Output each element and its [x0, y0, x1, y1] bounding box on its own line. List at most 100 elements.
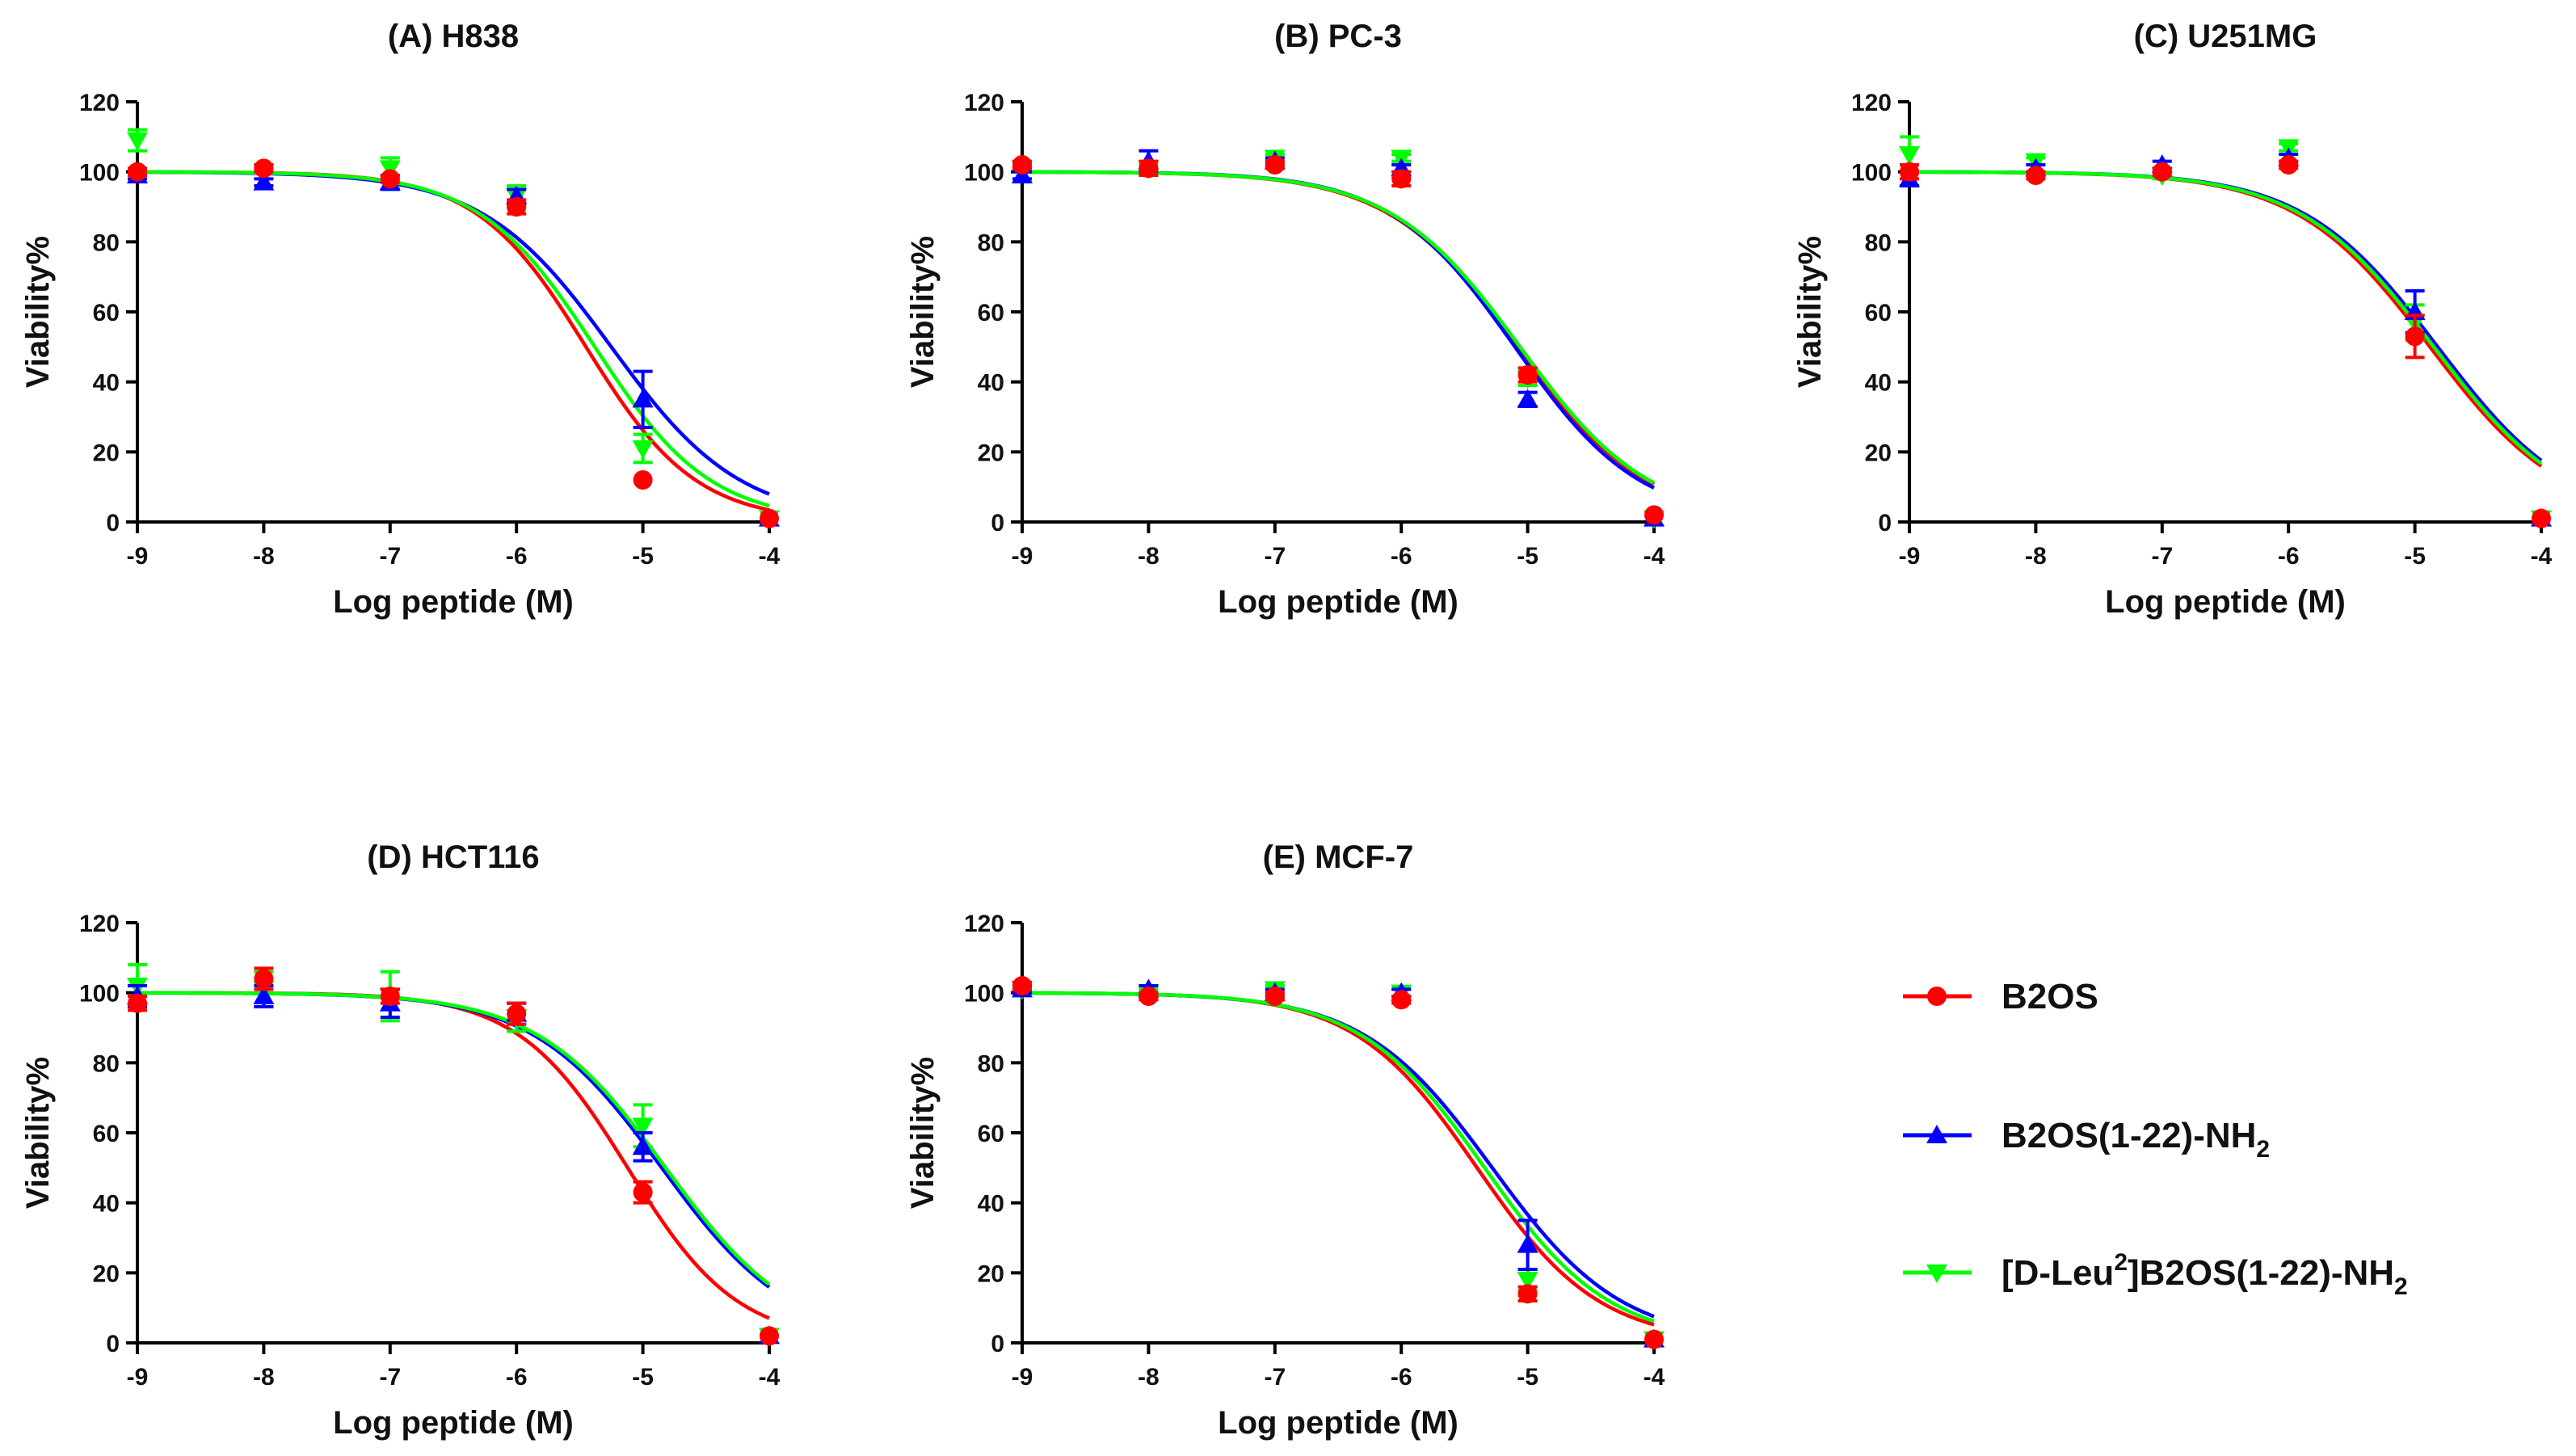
data-point-b2os: [1391, 169, 1412, 189]
legend-label: B2OS(1-22)-NH2: [2001, 1116, 2270, 1163]
y-axis-label: Viability%: [20, 1057, 56, 1209]
y-tick-label: 80: [978, 1050, 1004, 1077]
x-tick-label: -5: [632, 1364, 654, 1391]
x-tick-label: -6: [506, 543, 528, 570]
x-axis-label: Log peptide (M): [333, 1405, 574, 1441]
fit-curve-d-leu2-b2os-1-22-nh2: [1909, 170, 2543, 465]
x-axis-label: Log peptide (M): [333, 584, 574, 620]
x-tick-label: -6: [1391, 1364, 1412, 1391]
y-tick-label: 0: [991, 510, 1004, 537]
x-tick-label: -5: [1517, 1364, 1538, 1391]
data-point-b2os: [1900, 162, 1919, 182]
data-point-b2os-1-22-nh2: [1517, 389, 1538, 408]
y-tick-label: 80: [93, 1050, 120, 1077]
x-tick-label: -6: [1391, 543, 1412, 570]
data-point-b2os: [2026, 166, 2046, 185]
x-tick-label: -4: [759, 1364, 781, 1391]
data-point-b2os: [254, 158, 274, 179]
data-point-d-leu2-b2os-1-22-nh2: [127, 132, 148, 151]
data-point-b2os: [633, 1182, 653, 1202]
data-point-b2os: [1012, 976, 1032, 995]
panel-b-pc-3: (B) PC-3 0 20 40 60 80 100 120 -9 -8 -7 -6 -5 -4 Log p…: [905, 19, 1665, 620]
data-point-b2os: [128, 993, 147, 1013]
panel-a-h838: (A) H838 0 20 40 60 80 100 120 -9 -8 -7 -6 -5 -4 Log p…: [20, 19, 781, 620]
x-tick-label: -7: [1264, 1364, 1286, 1391]
data-point-b2os: [507, 1004, 527, 1024]
x-tick-label: -8: [253, 1364, 275, 1391]
legend-label: [D-Leu2]B2OS(1-22)-NH2: [2001, 1249, 2408, 1300]
data-point-b2os: [2279, 155, 2299, 175]
x-tick-label: -4: [1644, 1364, 1665, 1391]
x-tick-label: -6: [506, 1364, 528, 1391]
fit-curve-d-leu2-b2os-1-22-nh2: [137, 991, 771, 1286]
x-tick-label: -7: [1264, 543, 1286, 570]
y-tick-label: 60: [1865, 300, 1892, 326]
data-point-b2os-1-22-nh2: [253, 171, 275, 191]
y-tick-label: 40: [93, 1191, 120, 1218]
data-point-b2os: [1139, 158, 1159, 179]
legend-entry-d-leu2-b2os-1-22-nh2: [D-Leu2]B2OS(1-22)-NH2: [1903, 1249, 2408, 1300]
fit-curve-b2os: [137, 170, 770, 512]
y-tick-label: 40: [978, 1191, 1004, 1218]
data-point-b2os: [380, 169, 400, 189]
y-tick-label: 100: [79, 981, 120, 1008]
y-tick-label: 0: [106, 1331, 120, 1357]
y-axis-label: Viability%: [20, 236, 56, 388]
y-tick-label: 80: [978, 229, 1004, 256]
x-axis-label: Log peptide (M): [1218, 584, 1458, 620]
x-tick-label: -5: [632, 543, 654, 570]
y-tick-label: 60: [978, 1121, 1004, 1147]
x-tick-label: -5: [2404, 543, 2426, 570]
x-tick-label: -4: [1644, 543, 1665, 570]
y-tick-label: 120: [964, 90, 1004, 116]
y-tick-label: 20: [93, 440, 120, 466]
data-point-b2os: [380, 987, 400, 1006]
y-tick-label: 20: [978, 1260, 1004, 1287]
data-point-b2os: [254, 969, 274, 989]
fit-curve-b2os-1-22-nh2: [137, 991, 771, 1289]
y-axis-label: Viability%: [905, 1057, 941, 1209]
legend-label: B2OS: [2001, 977, 2098, 1016]
data-point-b2os: [1012, 155, 1032, 175]
data-point-b2os: [1644, 505, 1664, 525]
y-tick-label: 20: [93, 1260, 120, 1287]
data-point-b2os: [1644, 1329, 1664, 1349]
data-point-b2os: [507, 197, 527, 217]
panel-e-mcf-7: (E) MCF-7 0 20 40 60 80 100 120 -9 -8 -7 -6 -5 -4 Log …: [905, 840, 1665, 1441]
y-tick-label: 60: [978, 300, 1004, 326]
x-axis-label: Log peptide (M): [2105, 584, 2346, 620]
fit-curve-b2os-1-22-nh2: [1909, 170, 2543, 462]
data-point-b2os: [2152, 162, 2172, 182]
legend: B2OS B2OS(1-22)-NH2 [D-Leu2]B2OS(1-22)-NH2: [1903, 977, 2408, 1300]
fit-curve-b2os: [1021, 991, 1655, 1327]
data-point-b2os-1-22-nh2: [632, 389, 654, 408]
y-tick-label: 120: [1851, 90, 1892, 116]
y-axis-label: Viability%: [1792, 236, 1828, 388]
y-tick-label: 120: [964, 911, 1004, 937]
data-point-b2os: [633, 470, 653, 490]
x-tick-label: -7: [2151, 543, 2173, 570]
data-point-d-leu2-b2os-1-22-nh2: [1899, 146, 1920, 165]
y-tick-label: 20: [1865, 440, 1892, 466]
y-tick-label: 20: [978, 440, 1004, 466]
y-tick-label: 40: [93, 370, 120, 397]
data-point-b2os-1-22-nh2: [1517, 1234, 1538, 1253]
y-tick-label: 100: [964, 160, 1004, 187]
x-tick-label: -9: [1012, 543, 1033, 570]
data-point-b2os: [1517, 1284, 1538, 1304]
y-tick-label: 60: [93, 300, 120, 326]
data-point-b2os-1-22-nh2: [253, 986, 275, 1004]
fit-curve-b2os-1-22-nh2: [137, 170, 770, 496]
y-tick-label: 80: [93, 229, 120, 256]
y-tick-label: 100: [79, 160, 120, 187]
x-tick-label: -9: [127, 543, 149, 570]
data-point-b2os: [1391, 990, 1412, 1010]
legend-marker: [1926, 1265, 1947, 1283]
x-tick-label: -5: [1517, 543, 1538, 570]
x-tick-label: -7: [379, 543, 401, 570]
x-tick-label: -8: [1138, 1364, 1160, 1391]
y-tick-label: 40: [1865, 370, 1892, 397]
data-point-b2os: [760, 1326, 779, 1346]
y-tick-label: 60: [93, 1121, 120, 1147]
